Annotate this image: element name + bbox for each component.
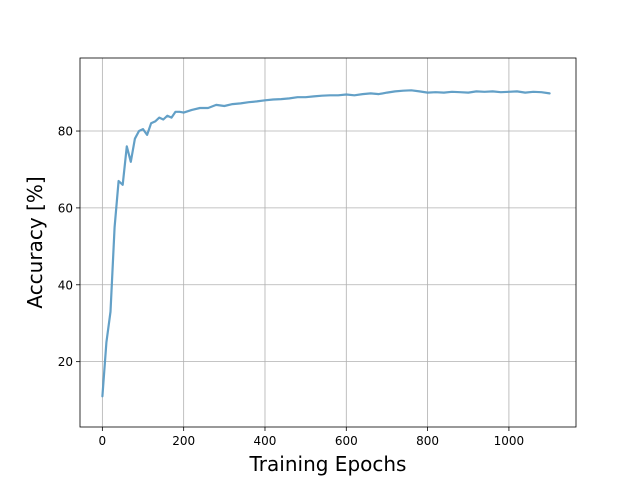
y-tick-label: 60 <box>58 201 73 215</box>
y-tick-label: 80 <box>58 125 73 139</box>
x-tick-label: 400 <box>254 434 277 448</box>
x-tick-label: 200 <box>172 434 195 448</box>
y-tick-label: 40 <box>58 278 73 292</box>
grid <box>80 58 576 427</box>
series-line <box>102 90 549 396</box>
x-tick-label: 0 <box>99 434 107 448</box>
x-tick-label: 800 <box>416 434 439 448</box>
x-tick-label: 1000 <box>494 434 525 448</box>
y-axis-title: Accuracy [%] <box>23 176 47 308</box>
series-group <box>102 90 549 396</box>
plot-frame <box>80 58 576 427</box>
x-axis-title: Training Epochs <box>249 452 407 476</box>
x-tick-label: 600 <box>335 434 358 448</box>
ticks: 0 200 400 600 800 1000 20 40 60 80 <box>58 125 524 448</box>
y-tick-label: 20 <box>58 355 73 369</box>
